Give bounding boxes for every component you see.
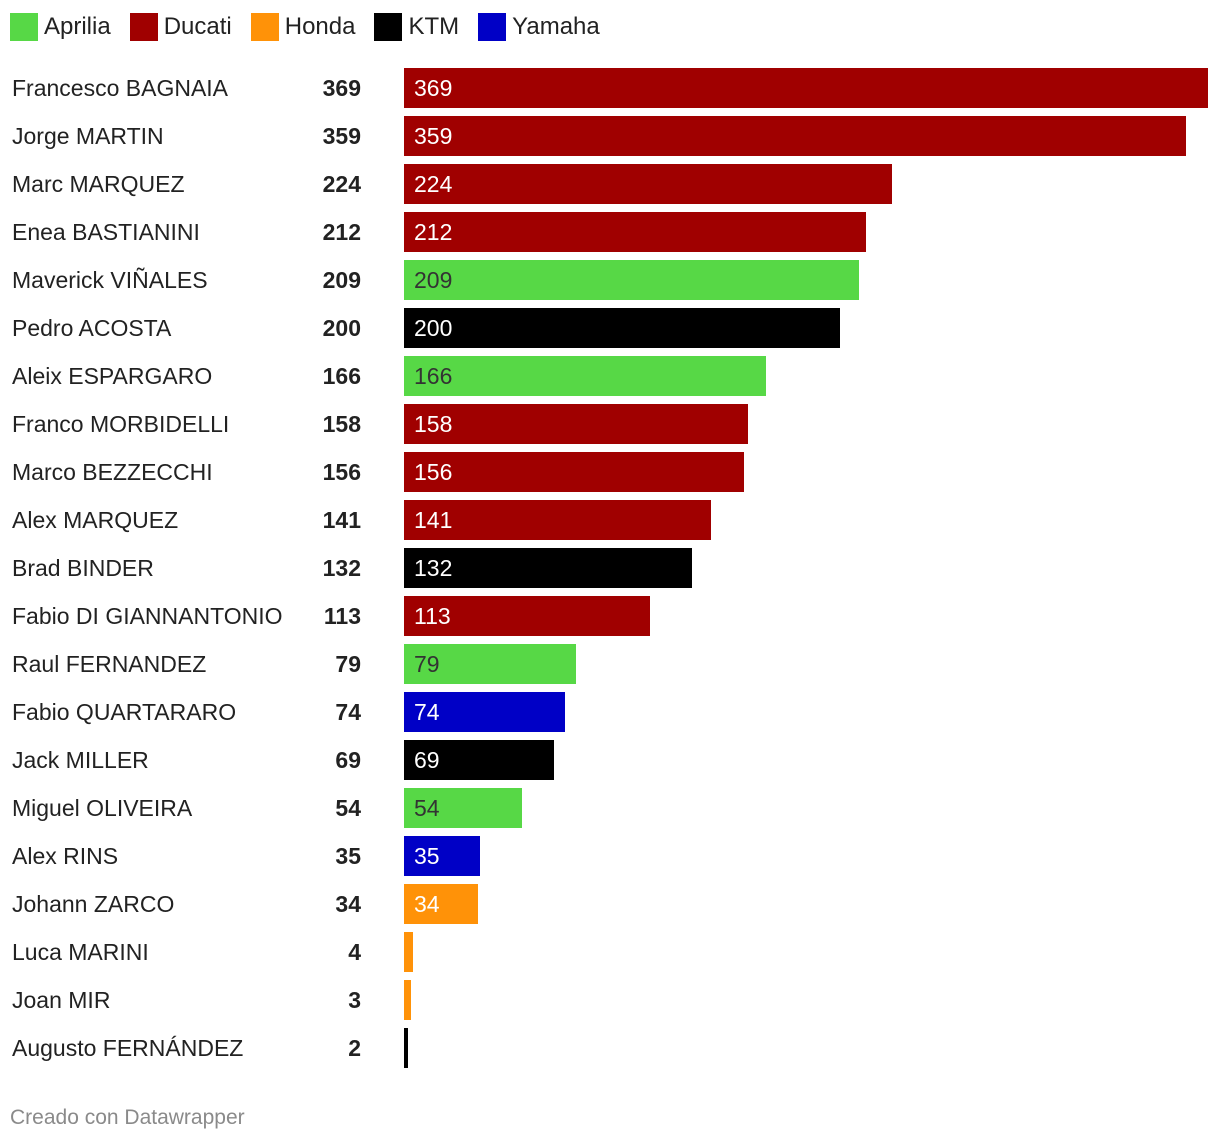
legend-item-ducati: Ducati <box>129 13 232 41</box>
bar-value-label: 158 <box>414 411 453 437</box>
legend-label: Ducati <box>163 13 232 40</box>
rider-points: 158 <box>322 411 361 437</box>
bar <box>404 740 554 780</box>
bar <box>404 836 480 876</box>
rider-name: Fabio QUARTARARO <box>12 699 237 725</box>
rider-name: Alex RINS <box>12 843 119 869</box>
bar-value-label: 224 <box>414 171 453 197</box>
bar-value-label: 359 <box>414 123 453 149</box>
rider-name: Pedro ACOSTA <box>12 315 172 341</box>
rider-points: 79 <box>335 651 361 677</box>
rider-name: Brad BINDER <box>12 555 154 581</box>
bar <box>404 884 478 924</box>
bar-value-label: 132 <box>414 555 453 581</box>
legend-label: Aprilia <box>44 13 111 40</box>
rider-name: Marco BEZZECCHI <box>12 459 213 485</box>
legend-swatch <box>478 13 507 41</box>
bar <box>404 68 1208 108</box>
rider-points: 200 <box>322 315 361 341</box>
rider-points: 369 <box>322 75 361 101</box>
legend-item-ktm: KTM <box>374 13 459 41</box>
rider-points: 35 <box>335 843 361 869</box>
rider-points: 359 <box>322 123 361 149</box>
rider-points: 113 <box>323 603 361 629</box>
rider-name: Raul FERNANDEZ <box>12 651 207 677</box>
bar <box>404 356 766 396</box>
bar-value-label: 141 <box>414 507 453 533</box>
bar <box>404 116 1186 156</box>
bar <box>404 596 650 636</box>
bar <box>404 548 692 588</box>
bar-value-label: 156 <box>414 459 453 485</box>
bar-value-label: 34 <box>414 891 440 917</box>
bar <box>404 260 859 300</box>
bar-chart: Francesco BAGNAIA 369 369 Jorge MARTIN 359 35… <box>12 68 1208 1068</box>
rider-points: 54 <box>335 795 361 821</box>
bar <box>404 788 522 828</box>
bar <box>404 1028 408 1068</box>
rider-name: Marc MARQUEZ <box>12 171 185 197</box>
bar <box>404 308 840 348</box>
rider-name: Jorge MARTIN <box>12 123 164 149</box>
bar <box>404 500 711 540</box>
bar-value-label: 79 <box>414 651 440 677</box>
bar <box>404 164 892 204</box>
legend-label: KTM <box>408 13 460 40</box>
rider-points: 132 <box>322 555 361 581</box>
rider-name: Francesco BAGNAIA <box>12 75 229 101</box>
bar-value-label: 54 <box>414 795 440 821</box>
legend-swatch <box>129 13 158 41</box>
rider-name: Luca MARINI <box>12 939 149 965</box>
bar <box>404 692 565 732</box>
rider-name: Jack MILLER <box>12 747 149 773</box>
rider-points: 4 <box>348 939 361 965</box>
rider-name: Alex MARQUEZ <box>12 507 179 533</box>
bar-value-label: 69 <box>414 747 440 773</box>
bar-value-label: 212 <box>414 219 453 245</box>
bar <box>404 452 744 492</box>
bar <box>404 212 866 252</box>
bar-value-label: 166 <box>414 363 453 389</box>
bar-value-label: 369 <box>414 75 453 101</box>
rider-points: 74 <box>335 699 361 725</box>
legend-item-aprilia: Aprilia <box>10 13 111 41</box>
rider-name: Joan MIR <box>12 987 111 1013</box>
rider-name: Fabio DI GIANNANTONIO <box>12 603 283 629</box>
bar-value-label: 113 <box>414 603 451 629</box>
footer-credit: Creado con Datawrapper <box>10 1106 245 1129</box>
rider-name: Miguel OLIVEIRA <box>12 795 193 821</box>
bar <box>404 644 576 684</box>
rider-points: 156 <box>322 459 361 485</box>
bar <box>404 980 411 1020</box>
bar-value-label: 35 <box>414 843 440 869</box>
rider-name: Augusto FERNÁNDEZ <box>12 1035 244 1061</box>
rider-name: Maverick VIÑALES <box>12 267 208 293</box>
rider-points: 212 <box>322 219 361 245</box>
rider-points: 141 <box>322 507 361 533</box>
rider-points: 224 <box>322 171 361 197</box>
legend-label: Honda <box>284 13 356 40</box>
bar <box>404 404 748 444</box>
rider-name: Enea BASTIANINI <box>12 219 200 245</box>
bar-value-label: 200 <box>414 315 453 341</box>
bar <box>404 932 413 972</box>
legend-item-honda: Honda <box>250 13 356 41</box>
bar-value-label: 209 <box>414 267 453 293</box>
rider-name: Aleix ESPARGARO <box>12 363 213 389</box>
chart-legend: Aprilia Ducati Honda KTM Yamaha <box>10 10 619 44</box>
legend-item-yamaha: Yamaha <box>478 13 600 41</box>
legend-label: Yamaha <box>512 13 600 40</box>
rider-points: 2 <box>348 1035 361 1061</box>
rider-points: 69 <box>335 747 361 773</box>
rider-points: 34 <box>335 891 361 917</box>
legend-swatch <box>250 13 279 41</box>
rider-name: Johann ZARCO <box>12 891 175 917</box>
bar-value-label: 74 <box>414 699 440 725</box>
rider-points: 3 <box>348 987 361 1013</box>
legend-swatch <box>374 13 403 41</box>
legend-swatch <box>10 13 38 41</box>
rider-points: 209 <box>322 267 361 293</box>
rider-name: Franco MORBIDELLI <box>12 411 230 437</box>
rider-points: 166 <box>322 363 361 389</box>
